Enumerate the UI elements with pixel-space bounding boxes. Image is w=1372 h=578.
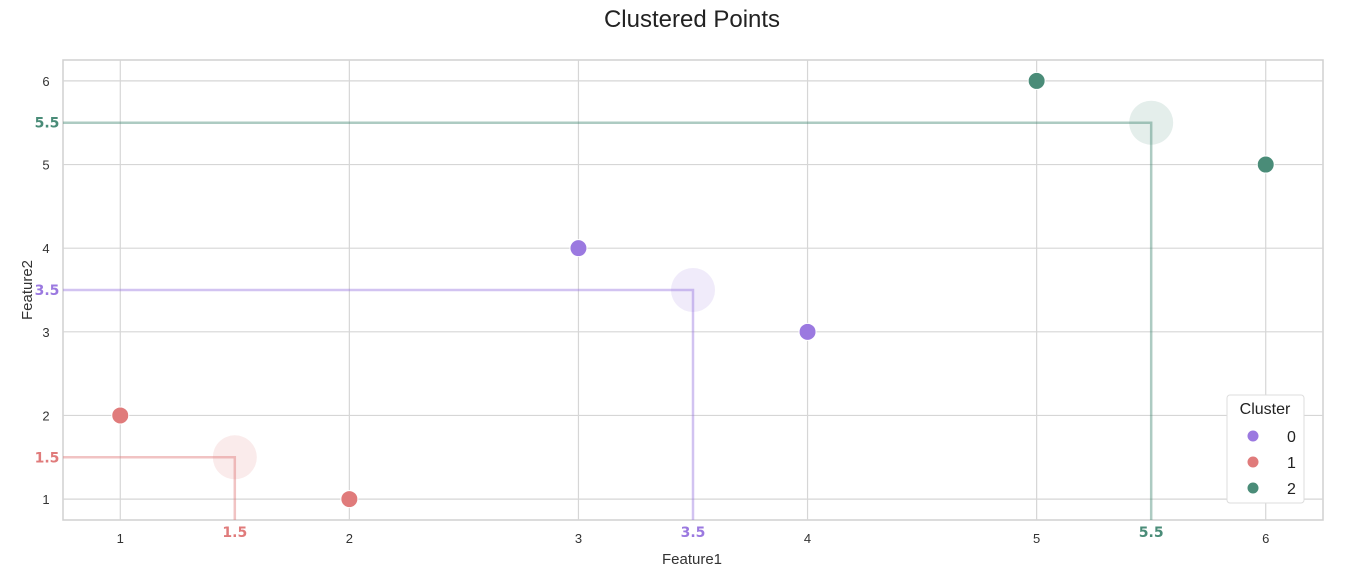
y-tick-label: 6 (42, 74, 49, 89)
y-axis-label: Feature2 (19, 260, 36, 320)
point-cluster-0 (569, 239, 588, 258)
tick-labels: 1 2 3 4 5 6 1 2 3 4 5 6 (42, 74, 1269, 546)
legend-marker-1 (1247, 456, 1259, 468)
x-tick-label: 1 (117, 531, 124, 546)
y-tick-label: 2 (42, 408, 49, 423)
legend-label-0: 0 (1287, 429, 1296, 446)
plot-frame (62, 59, 1324, 521)
y-tick-label: 4 (42, 241, 49, 256)
point-cluster-2 (1027, 71, 1046, 90)
centroid-y-label-2: 5.5 (35, 116, 60, 132)
x-tick-label: 6 (1262, 531, 1269, 546)
chart-title: Clustered Points (604, 6, 780, 33)
point-cluster-1 (340, 490, 359, 509)
centroid-guide-2 (63, 121, 1153, 520)
point-cluster-2 (1256, 155, 1275, 174)
point-cluster-1 (111, 406, 130, 425)
x-tick-label: 4 (804, 531, 811, 546)
centroid-y-label-1: 1.5 (35, 450, 60, 466)
centroid-y-label-0: 3.5 (35, 283, 60, 299)
centroid-marker-1 (212, 435, 257, 480)
centroid-guide-0 (63, 288, 695, 520)
centroid-x-label-1: 1.5 (222, 525, 247, 541)
centroid-guides: 3.5 3.5 1.5 1.5 5.5 5.5 (35, 100, 1174, 541)
legend-marker-0 (1247, 430, 1259, 442)
x-tick-label: 5 (1033, 531, 1040, 546)
x-tick-label: 2 (346, 531, 353, 546)
legend: Cluster 0 1 2 (1226, 394, 1305, 504)
legend-label-1: 1 (1287, 455, 1296, 472)
point-cluster-0 (798, 322, 817, 341)
centroid-x-label-0: 3.5 (681, 525, 706, 541)
centroid-marker-0 (671, 268, 715, 312)
legend-title: Cluster (1240, 401, 1291, 418)
centroid-x-label-2: 5.5 (1139, 525, 1164, 541)
x-axis-label: Feature1 (662, 551, 722, 568)
legend-marker-2 (1247, 482, 1259, 494)
x-tick-label: 3 (575, 531, 582, 546)
data-points (111, 71, 1275, 509)
y-tick-label: 3 (42, 325, 49, 340)
legend-label-2: 2 (1287, 481, 1296, 498)
y-tick-label: 5 (42, 158, 49, 173)
y-tick-label: 1 (42, 492, 49, 507)
centroid-guide-1 (63, 456, 237, 520)
centroid-marker-2 (1129, 100, 1174, 145)
legend-box (1226, 394, 1305, 504)
